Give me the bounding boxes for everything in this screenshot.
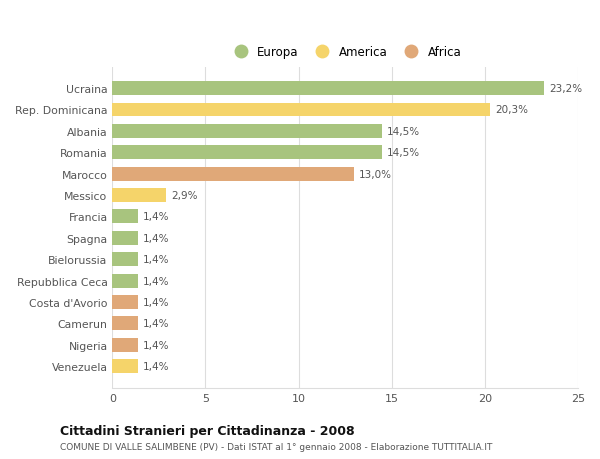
- Bar: [112, 168, 355, 181]
- Text: 14,5%: 14,5%: [387, 148, 420, 158]
- Bar: [112, 125, 382, 139]
- Text: COMUNE DI VALLE SALIMBENE (PV) - Dati ISTAT al 1° gennaio 2008 - Elaborazione TU: COMUNE DI VALLE SALIMBENE (PV) - Dati IS…: [60, 442, 493, 451]
- Text: 2,9%: 2,9%: [171, 190, 197, 201]
- Bar: [112, 82, 544, 96]
- Text: 14,5%: 14,5%: [387, 127, 420, 137]
- Bar: [112, 296, 139, 309]
- Text: 1,4%: 1,4%: [143, 276, 170, 286]
- Text: 1,4%: 1,4%: [143, 297, 170, 308]
- Bar: [112, 338, 139, 352]
- Text: 23,2%: 23,2%: [549, 84, 582, 94]
- Bar: [112, 231, 139, 245]
- Bar: [112, 103, 490, 117]
- Bar: [112, 274, 139, 288]
- Bar: [112, 210, 139, 224]
- Bar: [112, 317, 139, 330]
- Text: 1,4%: 1,4%: [143, 340, 170, 350]
- Text: Cittadini Stranieri per Cittadinanza - 2008: Cittadini Stranieri per Cittadinanza - 2…: [60, 424, 355, 437]
- Text: 13,0%: 13,0%: [359, 169, 392, 179]
- Bar: [112, 146, 382, 160]
- Text: 1,4%: 1,4%: [143, 233, 170, 243]
- Text: 1,4%: 1,4%: [143, 255, 170, 265]
- Text: 1,4%: 1,4%: [143, 319, 170, 329]
- Text: 1,4%: 1,4%: [143, 212, 170, 222]
- Bar: [112, 189, 166, 202]
- Bar: [112, 253, 139, 267]
- Bar: [112, 359, 139, 373]
- Legend: Europa, America, Africa: Europa, America, Africa: [224, 41, 466, 64]
- Text: 1,4%: 1,4%: [143, 361, 170, 371]
- Text: 20,3%: 20,3%: [495, 105, 528, 115]
